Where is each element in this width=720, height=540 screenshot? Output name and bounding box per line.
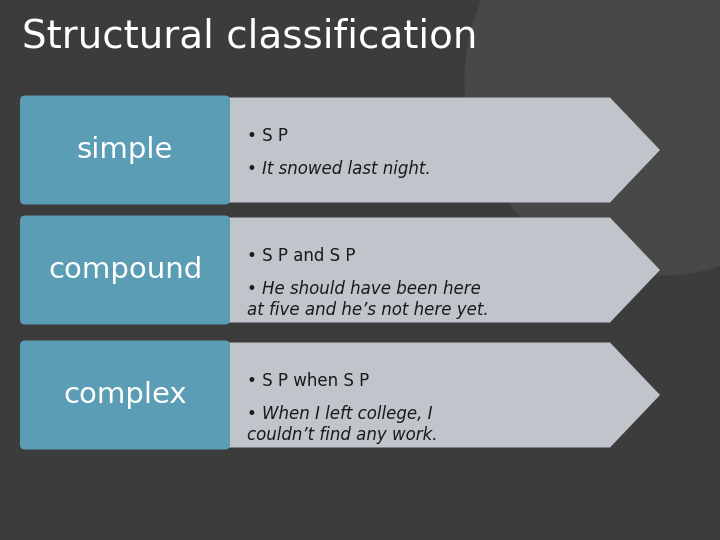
Polygon shape — [25, 98, 660, 202]
Text: Structural classification: Structural classification — [22, 18, 477, 56]
Text: complex: complex — [63, 381, 186, 409]
Text: • S P and S P: • S P and S P — [247, 247, 356, 265]
Text: • He should have been here
at five and he’s not here yet.: • He should have been here at five and h… — [247, 280, 489, 319]
FancyBboxPatch shape — [20, 341, 230, 449]
Text: compound: compound — [48, 256, 202, 284]
FancyBboxPatch shape — [20, 215, 230, 325]
Text: simple: simple — [77, 136, 174, 164]
Polygon shape — [25, 342, 660, 448]
Text: • When I left college, I
couldn’t find any work.: • When I left college, I couldn’t find a… — [247, 405, 438, 444]
Text: • It snowed last night.: • It snowed last night. — [247, 160, 431, 178]
Circle shape — [465, 0, 720, 275]
Polygon shape — [25, 218, 660, 322]
Text: • S P: • S P — [247, 127, 288, 145]
FancyBboxPatch shape — [20, 96, 230, 205]
Text: • S P when S P: • S P when S P — [247, 372, 369, 390]
